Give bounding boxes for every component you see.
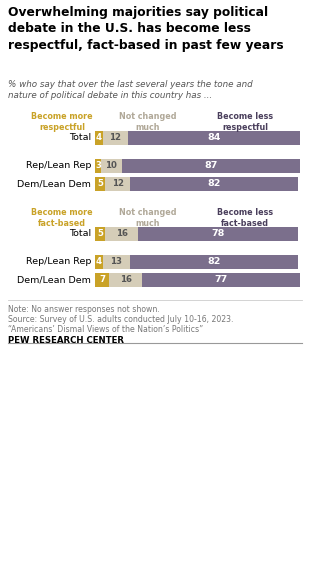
Bar	[105, 177, 130, 191]
Text: 13: 13	[111, 257, 122, 266]
Bar	[95, 273, 109, 287]
Bar	[109, 273, 142, 287]
Text: Note: No answer responses not shown.: Note: No answer responses not shown.	[8, 305, 160, 314]
Text: 82: 82	[207, 179, 221, 189]
Text: 5: 5	[97, 229, 103, 239]
Text: Become more
fact-based: Become more fact-based	[31, 208, 93, 228]
Text: 77: 77	[215, 275, 228, 285]
Text: 78: 78	[211, 229, 225, 239]
Bar	[95, 227, 105, 241]
Text: Dem/Lean Dem: Dem/Lean Dem	[17, 275, 91, 285]
Text: % who say that over the last several years the tone and
nature of political deba: % who say that over the last several yea…	[8, 80, 253, 101]
Bar	[101, 159, 122, 173]
Text: Total: Total	[69, 229, 91, 239]
Text: 12: 12	[112, 179, 124, 189]
Bar	[95, 131, 103, 145]
Text: “Americans’ Dismal Views of the Nation’s Politics”: “Americans’ Dismal Views of the Nation’s…	[8, 325, 203, 334]
Text: 82: 82	[207, 257, 221, 266]
Text: PEW RESEARCH CENTER: PEW RESEARCH CENTER	[8, 336, 124, 345]
Bar	[128, 131, 300, 145]
Text: Become more
respectful: Become more respectful	[31, 112, 93, 132]
Bar	[122, 159, 300, 173]
Bar	[142, 273, 300, 287]
Text: 16: 16	[120, 275, 132, 285]
Text: 5: 5	[97, 179, 103, 189]
Text: Not changed
much: Not changed much	[119, 208, 177, 228]
Bar	[138, 227, 298, 241]
Text: Not changed
much: Not changed much	[119, 112, 177, 132]
Bar	[103, 255, 130, 269]
Text: 84: 84	[207, 133, 221, 143]
Bar	[130, 255, 298, 269]
Text: 4: 4	[96, 257, 102, 266]
Bar	[103, 131, 128, 145]
Text: 16: 16	[116, 229, 128, 239]
Text: Total: Total	[69, 133, 91, 143]
Text: Become less
respectful: Become less respectful	[217, 112, 273, 132]
Text: 3: 3	[95, 161, 101, 170]
Text: Rep/Lean Rep: Rep/Lean Rep	[26, 257, 91, 266]
Text: 12: 12	[109, 133, 122, 143]
Text: 10: 10	[105, 161, 117, 170]
Bar	[95, 177, 105, 191]
Text: Source: Survey of U.S. adults conducted July 10-16, 2023.: Source: Survey of U.S. adults conducted …	[8, 315, 233, 324]
Text: 87: 87	[204, 161, 218, 170]
Text: Dem/Lean Dem: Dem/Lean Dem	[17, 179, 91, 189]
Bar	[130, 177, 298, 191]
Bar	[105, 227, 138, 241]
Text: 4: 4	[96, 133, 102, 143]
Bar	[95, 255, 103, 269]
Text: Rep/Lean Rep: Rep/Lean Rep	[26, 161, 91, 170]
Text: Overwhelming majorities say political
debate in the U.S. has become less
respect: Overwhelming majorities say political de…	[8, 6, 284, 52]
Bar	[95, 159, 101, 173]
Text: 7: 7	[99, 275, 105, 285]
Text: Become less
fact-based: Become less fact-based	[217, 208, 273, 228]
